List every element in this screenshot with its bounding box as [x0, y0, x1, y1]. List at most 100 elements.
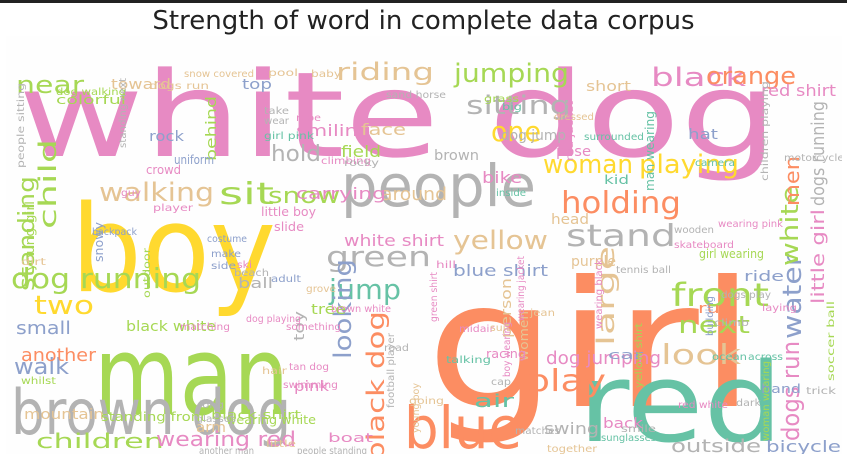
word-man-wearing: man wearing	[643, 111, 657, 191]
word-suit: suit	[490, 323, 510, 334]
word-standing: standing	[15, 176, 40, 291]
word-ski: ski	[237, 260, 252, 271]
word-blue: blue	[404, 394, 522, 454]
word-costume: costume	[207, 234, 247, 245]
word-small: small	[16, 318, 71, 339]
word-toy: toy	[292, 311, 308, 341]
word-matching: matching	[180, 322, 230, 333]
word-women: women	[517, 311, 531, 361]
word-guy: guy	[121, 188, 141, 199]
word-two: two	[34, 291, 94, 321]
word-little-girl: little girl	[808, 209, 829, 304]
word-standing-next: standing next	[118, 78, 129, 148]
word-children-playing: children playing	[760, 81, 771, 181]
word-hand: hand	[761, 382, 801, 396]
word-dog-running: dog running	[11, 262, 201, 295]
word-talking: talking	[446, 355, 491, 366]
word-red-shirt: red shirt	[761, 81, 836, 100]
word-stand: stand	[566, 219, 676, 254]
word-tree: tree	[311, 302, 346, 318]
word-across: across	[748, 352, 783, 363]
word-purple: purple	[571, 254, 616, 270]
word-bicycle: bicycle	[766, 437, 841, 454]
word-dog-jumping: dog jumping	[546, 348, 661, 369]
word-pose: pose	[556, 144, 591, 160]
word-swimming: swimming	[283, 380, 338, 391]
word-jump: jump	[328, 273, 401, 306]
word-midair: midair	[459, 324, 495, 335]
word-glasses: glasses	[196, 414, 236, 425]
word-another-man: another man	[199, 446, 254, 454]
word-sitting: sitting	[466, 91, 571, 121]
word-short: short	[586, 79, 632, 95]
word-white-dog: white dog	[18, 46, 778, 184]
word-people: people	[341, 152, 536, 220]
word-matches: matches	[515, 426, 560, 437]
word-rock: rock	[149, 129, 185, 145]
word-long: long	[199, 400, 224, 411]
word-one: one	[491, 115, 541, 148]
word-next: next	[678, 311, 750, 339]
word-player: player	[153, 203, 194, 214]
word-car: car	[608, 348, 643, 362]
word-smiling: smiling	[296, 121, 371, 140]
word-hair: hair	[262, 366, 288, 377]
word-road: road	[384, 343, 409, 354]
word-pink: pink	[294, 379, 330, 395]
word-soccer-ball: soccer ball	[826, 301, 837, 381]
word-large: large	[592, 246, 620, 346]
word-children: children	[36, 429, 164, 453]
word-side: side	[211, 261, 236, 272]
word-carrying: carrying	[296, 184, 386, 203]
word-outside: outside	[671, 436, 761, 454]
word-top: top	[242, 77, 272, 93]
word-hill: hill	[436, 260, 456, 271]
word-white: white	[776, 186, 804, 266]
word-red-jacket: red jacket	[565, 101, 576, 161]
word-hat: hat	[688, 127, 719, 143]
word-sunglasses: sunglasses	[601, 433, 656, 444]
word-dogs-running: dogs running	[808, 101, 829, 206]
word-brown: brown	[434, 148, 479, 164]
word-dirt: dirt	[21, 257, 46, 268]
word-dressed: dressed	[554, 112, 594, 123]
word-arm: arm	[196, 420, 226, 436]
word-woman-wearing: woman wearing	[761, 361, 772, 441]
word-beach: beach	[234, 268, 269, 279]
word-dog-jump: dog jump	[501, 128, 566, 144]
word-green: green	[326, 240, 431, 273]
word-snow-covered: snow covered	[184, 69, 254, 80]
word-behind: behind	[204, 96, 220, 161]
word-motorcycle: motorcycle	[784, 153, 842, 164]
word-crowd: crowd	[146, 163, 181, 177]
word-walking: walking	[99, 178, 214, 208]
word-rope: rope	[296, 113, 321, 124]
word-jumping: jumping	[453, 59, 569, 89]
word-little-boy: little boy	[261, 205, 316, 219]
word-little: little	[266, 439, 296, 450]
word-sand-horse: sand horse	[386, 90, 446, 101]
word-water: water	[778, 254, 808, 339]
word-standing-front: standing front	[101, 410, 206, 424]
word-front: front	[671, 276, 769, 314]
word-man: man	[94, 312, 289, 440]
word-colorful: colorful	[56, 93, 126, 107]
word-person: person	[499, 278, 515, 338]
word-white-shirt: white shirt	[344, 231, 444, 250]
word-air: air	[474, 391, 515, 412]
word-ocean: ocean	[712, 352, 747, 363]
word-camera: camera	[695, 158, 735, 169]
word-blue-shirt: blue shirt	[453, 261, 548, 280]
word-boat: boat	[328, 431, 373, 445]
word-dogs-run: dogs run	[777, 341, 805, 441]
word-green-shirt: green shirt	[429, 272, 440, 322]
word-hold: hold	[271, 142, 321, 167]
word-toward: toward	[111, 77, 171, 93]
word-yellow-shirt: yellow shirt	[634, 323, 645, 388]
word-black-shirt: black shirt	[211, 408, 301, 422]
word-trick: trick	[806, 386, 836, 397]
word-playing: playing	[639, 150, 739, 180]
word-brown-dog: brown dog	[11, 376, 291, 449]
word-holding: holding	[561, 186, 681, 221]
